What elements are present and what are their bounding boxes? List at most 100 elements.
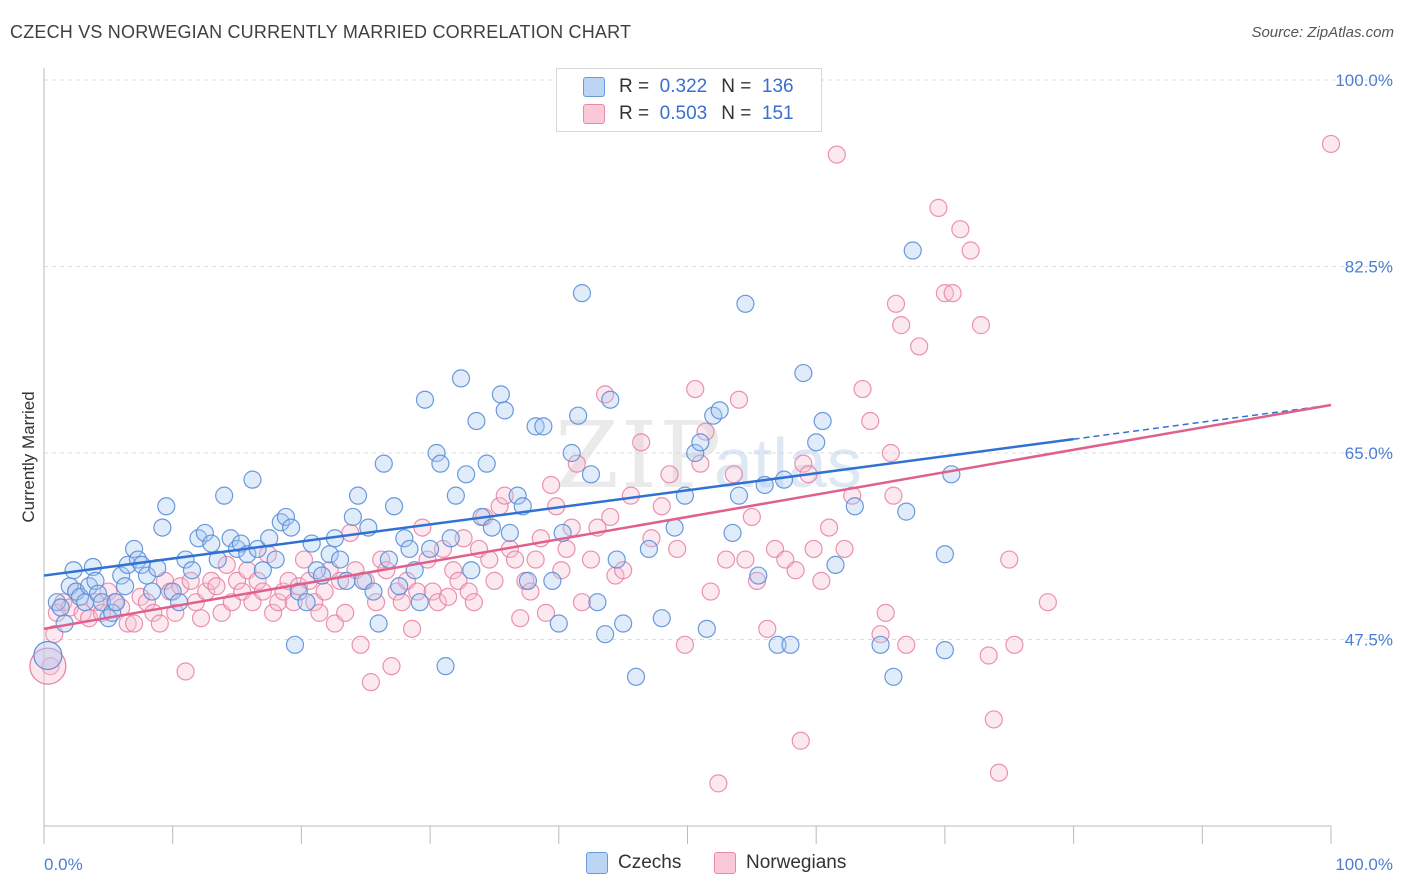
czechs-point — [364, 582, 383, 601]
czechs-point — [572, 284, 592, 303]
norwegians-point — [202, 571, 221, 590]
czechs-point — [807, 433, 826, 452]
legend-r-label: R = — [619, 76, 650, 97]
norwegians-point — [892, 316, 911, 335]
norwegians-point — [336, 603, 355, 622]
norwegians-point — [786, 561, 805, 580]
legend-n-label: N = — [721, 103, 752, 124]
norwegians-point — [791, 731, 810, 750]
czechs-point — [457, 465, 476, 484]
norwegians-point — [464, 593, 483, 612]
norwegians-point — [736, 550, 755, 569]
norwegians-point — [428, 593, 447, 612]
norwegians-point — [392, 593, 411, 612]
y-tick-label: 82.5% — [1345, 258, 1393, 277]
norwegians-point — [1038, 593, 1057, 612]
czechs-point — [297, 593, 316, 612]
x-tick-label: 0.0% — [44, 855, 83, 874]
czechs-point — [157, 497, 176, 516]
norwegians-point — [961, 241, 980, 260]
czechs-point — [343, 507, 362, 527]
norwegians-point — [614, 561, 633, 580]
czechs-point — [813, 411, 832, 431]
czechs-point — [723, 523, 742, 543]
czechs-point — [51, 598, 70, 617]
czechs-point — [626, 667, 646, 686]
norwegians-point — [696, 422, 715, 441]
czechs-point — [665, 518, 684, 537]
czechs-point — [596, 625, 615, 644]
czechs-point — [374, 454, 393, 473]
norwegians-point — [691, 454, 710, 473]
legend-item-czechs[interactable]: Czechs — [586, 852, 681, 874]
czechs-point — [282, 518, 301, 537]
czechs-point — [243, 470, 262, 489]
norwegians-point — [884, 486, 903, 505]
czechs-point — [581, 465, 601, 484]
czechs-point — [935, 545, 955, 564]
norwegians-point — [567, 454, 586, 473]
czechs-point — [285, 635, 305, 654]
norwegians-swatch — [714, 852, 736, 874]
y-tick-label: 65.0% — [1345, 444, 1393, 463]
czechs-point — [569, 406, 588, 425]
norwegians-point — [929, 198, 948, 217]
norwegians-point — [971, 316, 991, 335]
chart-title: CZECH VS NORWEGIAN CURRENTLY MARRIED COR… — [10, 22, 632, 42]
czechs-point — [794, 363, 813, 383]
czechs-point — [562, 443, 581, 463]
norwegians-point — [366, 593, 386, 612]
norwegians-point — [269, 593, 288, 612]
norwegians-point — [536, 603, 556, 622]
czechs-point — [549, 614, 568, 633]
norwegians-point — [812, 571, 831, 590]
norwegians-point — [495, 486, 514, 505]
x-tick-label: 100.0% — [1335, 855, 1393, 874]
norwegians-point — [191, 609, 211, 628]
legend-item-norwegians[interactable]: Norwegians — [714, 852, 846, 874]
czechs-point — [266, 550, 285, 569]
norwegians-point — [724, 465, 743, 484]
norwegians-point — [41, 657, 60, 676]
czechs-point — [369, 614, 388, 633]
czechs-point — [845, 497, 864, 516]
czechs-point — [307, 561, 326, 580]
norwegians-point — [581, 550, 601, 569]
norwegians-point — [853, 379, 872, 399]
norwegians-point — [652, 497, 671, 516]
czechs-point — [208, 550, 227, 569]
czechs-point — [253, 561, 272, 580]
czechs-trend-line — [43, 437, 1074, 577]
czechs-point — [607, 550, 626, 569]
norwegians-point — [413, 518, 432, 537]
legend-r-label: R = — [619, 103, 650, 124]
norwegians-point — [601, 507, 620, 527]
norwegians-point — [819, 518, 839, 537]
norwegians-point — [361, 673, 380, 692]
norwegians-point — [572, 593, 592, 612]
norwegians-point — [176, 662, 195, 681]
czechs-trend-extension — [1073, 404, 1332, 440]
czechs-point — [415, 390, 435, 409]
czechs-point — [170, 593, 189, 612]
norwegians-point — [660, 465, 679, 484]
norwegians-point — [935, 284, 955, 303]
czechs-point — [446, 486, 465, 505]
czechs-point — [115, 577, 135, 596]
norwegians-point — [351, 635, 370, 654]
norwegians-swatch — [583, 104, 605, 124]
norwegians-point — [150, 614, 169, 633]
norwegians-point — [541, 475, 561, 495]
norwegians-point — [897, 635, 916, 654]
norwegians-point — [505, 550, 525, 569]
czechs-point — [884, 667, 903, 686]
czechs-point — [897, 502, 916, 521]
norwegians-point — [979, 646, 998, 665]
norwegians-point — [943, 284, 962, 303]
legend-r-value: 0.503 — [659, 103, 708, 124]
norwegians-point — [402, 619, 422, 638]
czechs-point — [379, 550, 399, 569]
czechs-point — [400, 539, 419, 559]
norwegians-point — [207, 577, 226, 596]
